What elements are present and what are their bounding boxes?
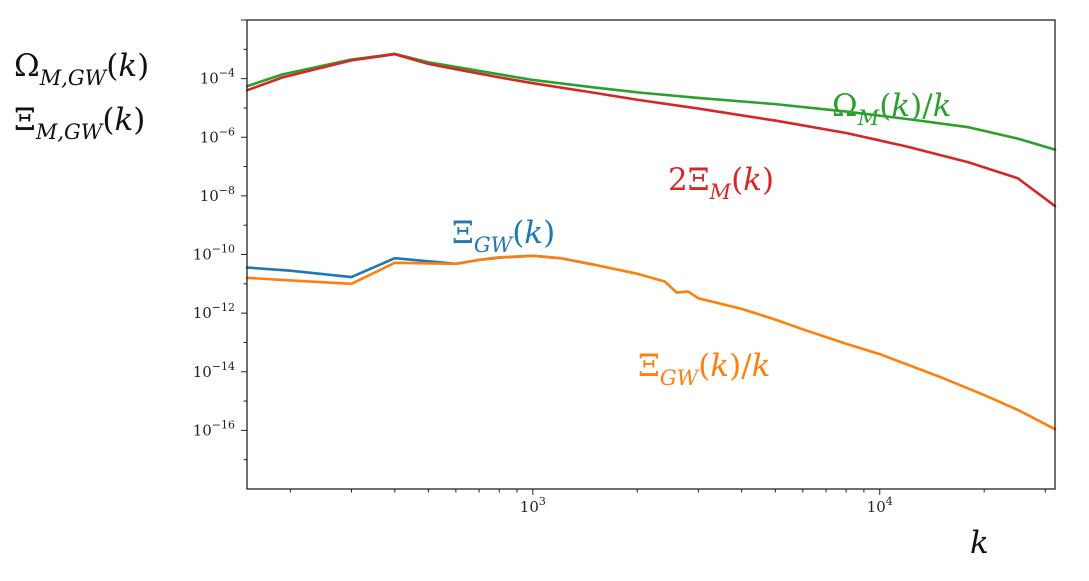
series-line-xi-m (245, 52, 1057, 208)
series-annotations: ΩM(k)/k 2ΞM(k) ΞGW(k) ΞGW(k)/k (452, 88, 951, 390)
annotation-xi-m: 2ΞM(k) (668, 162, 774, 204)
y-axis-title-line-1: ΩM,GW(k) (14, 48, 149, 90)
y-tick-label: 10−10 (193, 243, 235, 264)
x-tick-label: 103 (520, 495, 546, 516)
y-tick-label: 10−6 (200, 125, 235, 146)
y-tick-label: 10−12 (193, 301, 235, 322)
y-axis-ticks: 10−4 10−6 10−8 10−10 10−12 10−14 10−16 (193, 19, 247, 461)
y-tick-label: 10−4 (200, 67, 235, 88)
annotation-omega-m: ΩM(k)/k (832, 88, 951, 130)
annotation-xi-gw: ΞGW(k) (452, 215, 555, 257)
x-tick-label: 104 (867, 495, 893, 516)
x-axis-title: k (970, 525, 989, 561)
y-tick-label: 10−8 (200, 184, 235, 205)
y-tick-label: 10−14 (193, 360, 235, 381)
x-axis-ticks: 103 104 (289, 489, 1046, 516)
series-line-xi-gw (245, 254, 596, 279)
y-axis-title-line-2: ΞM,GW(k) (14, 102, 145, 144)
y-tick-label: 10−16 (193, 418, 235, 439)
series-line-xi-gw-over-k (245, 254, 1057, 431)
annotation-xi-gw-over-k: ΞGW(k)/k (638, 348, 770, 390)
series-layer (245, 52, 1057, 431)
